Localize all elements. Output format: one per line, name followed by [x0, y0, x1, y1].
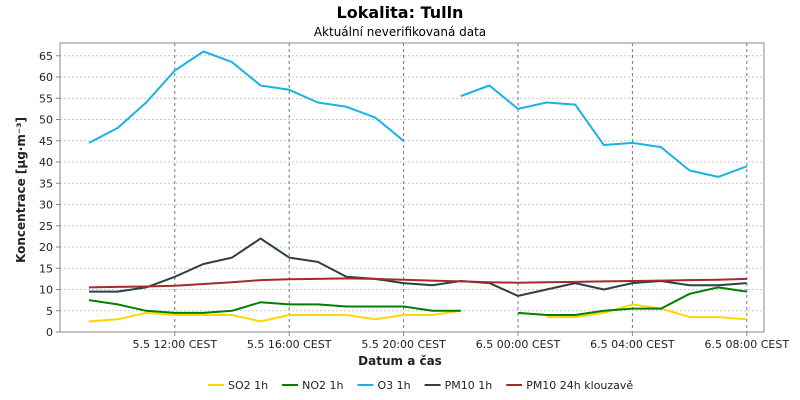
- series-line-o3-1h: [88, 50, 405, 144]
- y-tick-label: 40: [39, 156, 53, 169]
- y-tick-label: 30: [39, 199, 53, 212]
- y-tick-label: 5: [46, 305, 53, 318]
- legend-label-so2-1h: SO2 1h: [228, 379, 268, 392]
- x-tick-label: 5.5 12:00 CEST: [133, 338, 218, 351]
- y-tick-label: 60: [39, 71, 53, 84]
- series-line-pm10-24h-klouzav: [88, 277, 747, 289]
- y-tick-label: 10: [39, 284, 53, 297]
- y-tick-label: 35: [39, 177, 53, 190]
- chart-subtitle: Aktuální neverifikovaná data: [314, 25, 486, 39]
- series-line-o3-1h: [460, 84, 748, 178]
- legend-label-o3-1h: O3 1h: [377, 379, 410, 392]
- y-tick-label: 20: [39, 241, 53, 254]
- x-tick-label: 6.5 08:00 CEST: [705, 338, 790, 351]
- y-tick-label: 65: [39, 50, 53, 63]
- gridlines: [60, 43, 764, 332]
- y-tick-label: 55: [39, 92, 53, 105]
- x-tick-label: 6.5 00:00 CEST: [476, 338, 561, 351]
- chart-title: Lokalita: Tulln: [337, 3, 464, 22]
- series-line-no2-1h: [88, 299, 461, 314]
- series-line-so2-1h: [88, 309, 461, 323]
- legend-label-no2-1h: NO2 1h: [302, 379, 343, 392]
- x-tick-label: 5.5 16:00 CEST: [247, 338, 332, 351]
- y-axis: 0 5 10 15 20 25 30 35 40 45 50 55 60 65: [39, 50, 60, 339]
- series-line-no2-1h: [517, 286, 747, 316]
- y-axis-label: Koncentrace [µg·m⁻³]: [14, 117, 28, 263]
- y-tick-label: 50: [39, 114, 53, 127]
- series-line-so2-1h: [546, 303, 747, 321]
- y-tick-label: 45: [39, 135, 53, 148]
- x-axis: 5.5 12:00 CEST 5.5 16:00 CEST 5.5 20:00 CE…: [133, 332, 790, 351]
- y-tick-label: 15: [39, 262, 53, 275]
- series-line-pm10-1h: [89, 237, 747, 297]
- y-tick-label: 0: [46, 326, 53, 339]
- data-series: [88, 50, 748, 323]
- legend-label-pm10-24h-klouzav: PM10 24h klouzavě: [526, 379, 633, 392]
- x-tick-label: 5.5 20:00 CEST: [361, 338, 446, 351]
- x-tick-label: 6.5 04:00 CEST: [590, 338, 675, 351]
- x-axis-label: Datum a čas: [358, 354, 442, 368]
- legend-label-pm10-1h: PM10 1h: [445, 379, 493, 392]
- plot-frame: [59, 42, 765, 333]
- legend: SO2 1h NO2 1h O3 1h PM10 1h PM10 24h klouzav…: [208, 379, 633, 392]
- y-tick-label: 25: [39, 220, 53, 233]
